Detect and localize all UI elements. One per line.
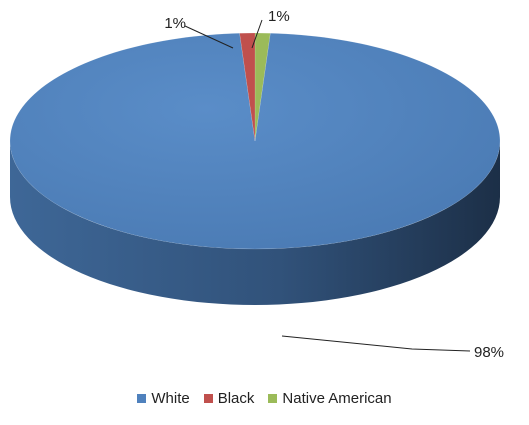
label-layer: 98% 1% 1%: [164, 8, 504, 361]
pie-slice-black: [239, 32, 256, 142]
legend-item-black: Black: [203, 390, 255, 407]
leader-line-black: [184, 25, 234, 49]
legend-swatch-native-american: [268, 394, 278, 403]
legend-swatch-black: [203, 394, 213, 403]
leader-line-native-american: [251, 19, 263, 49]
data-label-native-american: 1%: [268, 8, 290, 25]
legend-swatch-white: [137, 394, 147, 403]
data-label-white: 98%: [474, 344, 504, 361]
pie-side-white: [10, 141, 500, 305]
legend-label-native-american: Native American: [282, 390, 392, 407]
pie-layer: [9, 32, 501, 305]
data-label-black: 1%: [164, 15, 186, 32]
pie-slice-white: [9, 32, 501, 250]
legend-label-black: Black: [217, 390, 255, 407]
leader-line-white: [281, 335, 471, 352]
legend-item-native-american: Native American: [268, 390, 392, 407]
legend-item-white: White: [137, 390, 190, 407]
legend-label-white: White: [151, 390, 190, 407]
legend: White Black Native American: [0, 390, 529, 407]
pie-slice-native-american: [254, 32, 271, 142]
